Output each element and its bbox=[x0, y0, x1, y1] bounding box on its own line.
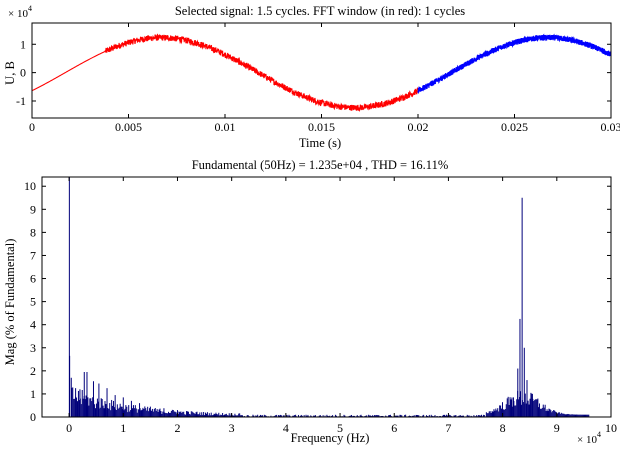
signal-y-tick-labels: -1 0 1 bbox=[16, 37, 26, 108]
signal-x-tick-labels: 0 0.005 0.01 0.015 0.02 0.025 0.03 bbox=[29, 120, 620, 134]
spectrum-y-tick-label: 6 bbox=[30, 272, 36, 286]
spectrum-x-tick-label: 2 bbox=[174, 421, 180, 435]
spectrum-y-tick-label: 0 bbox=[30, 410, 36, 424]
signal-y-multiplier: × 104 bbox=[8, 4, 32, 20]
signal-series-line bbox=[417, 33, 612, 95]
spectrum-y-tick-label: 10 bbox=[24, 179, 36, 193]
spectrum-x-tick-label: 5 bbox=[337, 421, 343, 435]
spectrum-x-tick-labels: 0 1 2 3 4 5 6 7 8 9 10 bbox=[66, 421, 617, 435]
spectrum-x-tick-label: 6 bbox=[391, 421, 397, 435]
spectrum-axis-ticks bbox=[42, 177, 612, 418]
signal-chart: Selected signal: 1.5 cycles. FFT window … bbox=[3, 4, 620, 150]
signal-x-tick-label: 0.025 bbox=[501, 120, 528, 134]
signal-y-axis-label: U, B bbox=[3, 61, 17, 85]
spectrum-x-multiplier: × 104 bbox=[577, 430, 601, 446]
spectrum-plot-frame bbox=[41, 176, 612, 418]
spectrum-y-tick-label: 4 bbox=[30, 318, 36, 332]
spectrum-y-tick-label: 3 bbox=[30, 341, 36, 355]
spectrum-chart-title: Fundamental (50Hz) = 1.235e+04 , THD = 1… bbox=[192, 158, 449, 172]
spectrum-x-tick-label: 8 bbox=[500, 421, 506, 435]
signal-chart-title: Selected signal: 1.5 cycles. FFT window … bbox=[175, 4, 465, 18]
signal-y-tick-label: 0 bbox=[20, 66, 26, 80]
signal-x-tick-label: 0.005 bbox=[115, 120, 142, 134]
spectrum-y-tick-label: 2 bbox=[30, 364, 36, 378]
signal-y-tick-label: 1 bbox=[20, 37, 26, 51]
spectrum-x-tick-label: 7 bbox=[445, 421, 451, 435]
signal-x-tick-label: 0.02 bbox=[408, 120, 429, 134]
spectrum-y-tick-labels: 0 1 2 3 4 5 6 7 8 9 10 bbox=[24, 179, 36, 424]
signal-x-tick-label: 0 bbox=[29, 120, 35, 134]
spectrum-x-tick-label: 10 bbox=[605, 421, 617, 435]
signal-x-axis-label: Time (s) bbox=[299, 136, 341, 150]
spectrum-bars bbox=[68, 177, 590, 417]
spectrum-y-tick-label: 5 bbox=[30, 295, 36, 309]
spectrum-chart: Fundamental (50Hz) = 1.235e+04 , THD = 1… bbox=[3, 158, 617, 446]
spectrum-x-tick-label: 0 bbox=[66, 421, 72, 435]
signal-plot-frame bbox=[31, 22, 612, 119]
spectrum-x-tick-label: 3 bbox=[229, 421, 235, 435]
signal-series-line bbox=[31, 33, 419, 113]
spectrum-x-axis-label: Frequency (Hz) bbox=[291, 431, 370, 445]
signal-series bbox=[31, 33, 612, 113]
spectrum-y-tick-label: 7 bbox=[30, 248, 36, 262]
signal-x-tick-label: 0.01 bbox=[215, 120, 236, 134]
signal-x-tick-label: 0.015 bbox=[308, 120, 335, 134]
signal-y-tick-label: -1 bbox=[16, 94, 26, 108]
spectrum-x-tick-label: 9 bbox=[554, 421, 560, 435]
spectrum-y-tick-label: 9 bbox=[30, 202, 36, 216]
spectrum-x-tick-label: 1 bbox=[120, 421, 126, 435]
spectrum-y-tick-label: 8 bbox=[30, 225, 36, 239]
spectrum-x-tick-label: 4 bbox=[283, 421, 289, 435]
spectrum-y-axis-label: Mag (% of Fundamental) bbox=[3, 239, 17, 366]
spectrum-y-tick-label: 1 bbox=[30, 387, 36, 401]
signal-x-tick-label: 0.03 bbox=[601, 120, 620, 134]
